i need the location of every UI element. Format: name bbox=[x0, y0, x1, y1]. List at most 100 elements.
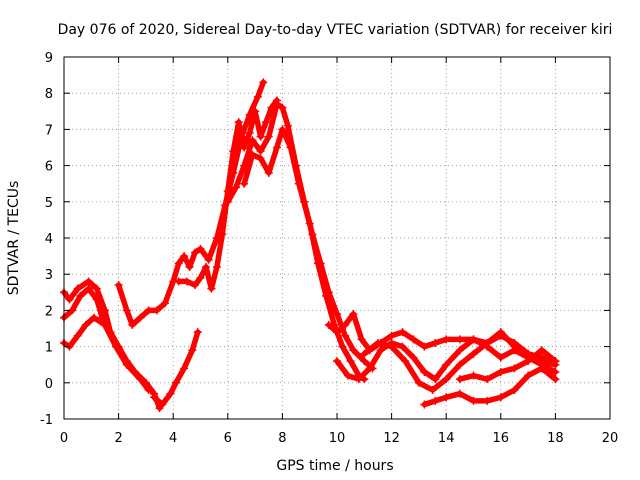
data-point bbox=[333, 310, 341, 319]
data-point bbox=[420, 367, 429, 376]
data-point bbox=[442, 335, 451, 344]
data-point bbox=[357, 335, 366, 344]
data-point bbox=[201, 262, 210, 271]
data-point bbox=[524, 357, 533, 366]
data-point bbox=[510, 346, 519, 355]
data-point bbox=[455, 335, 464, 344]
data-point bbox=[223, 197, 232, 206]
data-point bbox=[338, 342, 347, 351]
series-trace-5 bbox=[151, 329, 201, 408]
data-point bbox=[524, 349, 533, 358]
data-point bbox=[128, 320, 137, 329]
data-point bbox=[144, 386, 153, 395]
data-point bbox=[111, 342, 120, 351]
data-point bbox=[76, 291, 85, 300]
data-point bbox=[144, 306, 153, 315]
data-point bbox=[349, 346, 358, 355]
data-point bbox=[537, 346, 546, 355]
data-point bbox=[256, 132, 265, 141]
data-point bbox=[272, 143, 281, 152]
data-point bbox=[229, 147, 238, 156]
data-point bbox=[264, 168, 273, 177]
data-point bbox=[401, 357, 410, 366]
data-point bbox=[469, 396, 478, 405]
data-point bbox=[455, 360, 464, 369]
data-point bbox=[333, 357, 341, 366]
data-point bbox=[469, 349, 478, 358]
series-trace-4 bbox=[115, 79, 267, 328]
data-point bbox=[207, 284, 216, 293]
data-point bbox=[283, 121, 292, 130]
data-point bbox=[398, 328, 407, 337]
data-point bbox=[185, 262, 194, 271]
data-point bbox=[387, 331, 396, 340]
data-point bbox=[442, 360, 451, 369]
y-tick-label: 8 bbox=[45, 87, 53, 102]
data-point bbox=[103, 324, 112, 333]
data-point bbox=[455, 389, 464, 398]
data-point bbox=[234, 118, 243, 127]
y-tick-label: 3 bbox=[45, 268, 53, 283]
data-point bbox=[136, 313, 145, 322]
data-point bbox=[90, 313, 99, 322]
y-tick-label: 7 bbox=[45, 123, 53, 138]
x-axis-label: GPS time / hours bbox=[276, 458, 393, 474]
data-point bbox=[182, 277, 191, 286]
data-point bbox=[322, 291, 331, 300]
data-point bbox=[398, 342, 407, 351]
x-tick-label: 20 bbox=[602, 431, 619, 446]
data-point bbox=[218, 230, 227, 239]
data-point bbox=[431, 396, 440, 405]
series-trace-8 bbox=[241, 126, 368, 382]
data-point bbox=[248, 150, 257, 159]
data-point bbox=[114, 281, 123, 290]
data-point bbox=[188, 346, 197, 355]
series-trace-2 bbox=[61, 314, 152, 393]
data-point bbox=[161, 299, 170, 308]
data-point bbox=[92, 295, 101, 304]
data-point bbox=[286, 143, 295, 152]
x-tick-label: 0 bbox=[60, 431, 68, 446]
data-point bbox=[180, 252, 189, 261]
data-point bbox=[349, 310, 358, 319]
data-point bbox=[455, 346, 464, 355]
data-point bbox=[152, 306, 161, 315]
data-point bbox=[240, 143, 249, 152]
data-point bbox=[253, 92, 262, 101]
x-tick-label: 6 bbox=[224, 431, 232, 446]
data-point bbox=[180, 364, 189, 373]
grid-lines bbox=[64, 57, 610, 419]
data-point bbox=[376, 346, 385, 355]
data-point bbox=[174, 277, 183, 286]
data-point bbox=[333, 328, 341, 337]
data-point bbox=[193, 328, 202, 337]
data-point bbox=[256, 154, 265, 163]
data-point bbox=[305, 219, 314, 228]
data-point bbox=[174, 259, 183, 268]
data-point bbox=[365, 364, 374, 373]
x-tick-label: 10 bbox=[329, 431, 346, 446]
y-tick-label: 1 bbox=[45, 341, 53, 356]
data-point bbox=[431, 375, 440, 384]
data-point bbox=[455, 375, 464, 384]
data-point bbox=[73, 284, 82, 293]
data-point bbox=[387, 342, 396, 351]
data-point bbox=[294, 179, 303, 188]
data-point bbox=[409, 335, 418, 344]
data-point bbox=[231, 183, 240, 192]
data-point bbox=[264, 132, 273, 141]
data-point bbox=[212, 262, 221, 271]
data-point bbox=[496, 367, 505, 376]
data-point bbox=[98, 313, 107, 322]
data-point bbox=[469, 371, 478, 380]
data-point bbox=[84, 277, 93, 286]
data-point bbox=[442, 393, 451, 402]
data-point bbox=[343, 371, 352, 380]
data-point bbox=[122, 306, 131, 315]
data-point bbox=[428, 386, 437, 395]
y-tick-label: -1 bbox=[40, 413, 53, 428]
data-point bbox=[537, 357, 546, 366]
data-point bbox=[122, 360, 131, 369]
y-tick-label: 0 bbox=[45, 377, 53, 392]
